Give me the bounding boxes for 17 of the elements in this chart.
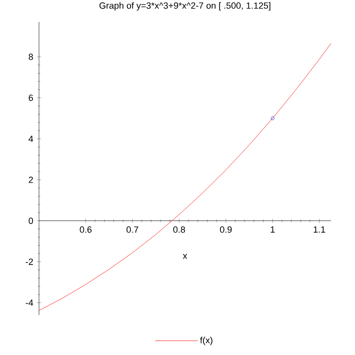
y-tick-label: 2 [28, 176, 33, 183]
legend-label: f(x) [200, 336, 212, 346]
y-tick-label: 6 [28, 94, 33, 101]
y-tick-label: -4 [26, 300, 34, 306]
y-tick-label: 8 [28, 54, 33, 60]
x-tick-label: 1 [270, 226, 275, 233]
line-series [39, 43, 332, 311]
y-tick-label: -2 [26, 258, 33, 265]
x-tick-label: 1.1 [314, 226, 326, 233]
y-tick-label: 4 [28, 136, 34, 142]
x-tick-label: 0.6 [80, 226, 92, 233]
x-tick-label: 0.7 [126, 226, 138, 233]
y-tick-label: 0 [28, 218, 34, 224]
chart-title: Graph of y=3*x^3+9*x^2-7 on [ .500, 1.125] [99, 2, 270, 11]
x-tick-label: 0.8 [173, 226, 185, 233]
x-axis-title: x [182, 254, 188, 259]
x-tick-label: 0.9 [220, 226, 232, 233]
